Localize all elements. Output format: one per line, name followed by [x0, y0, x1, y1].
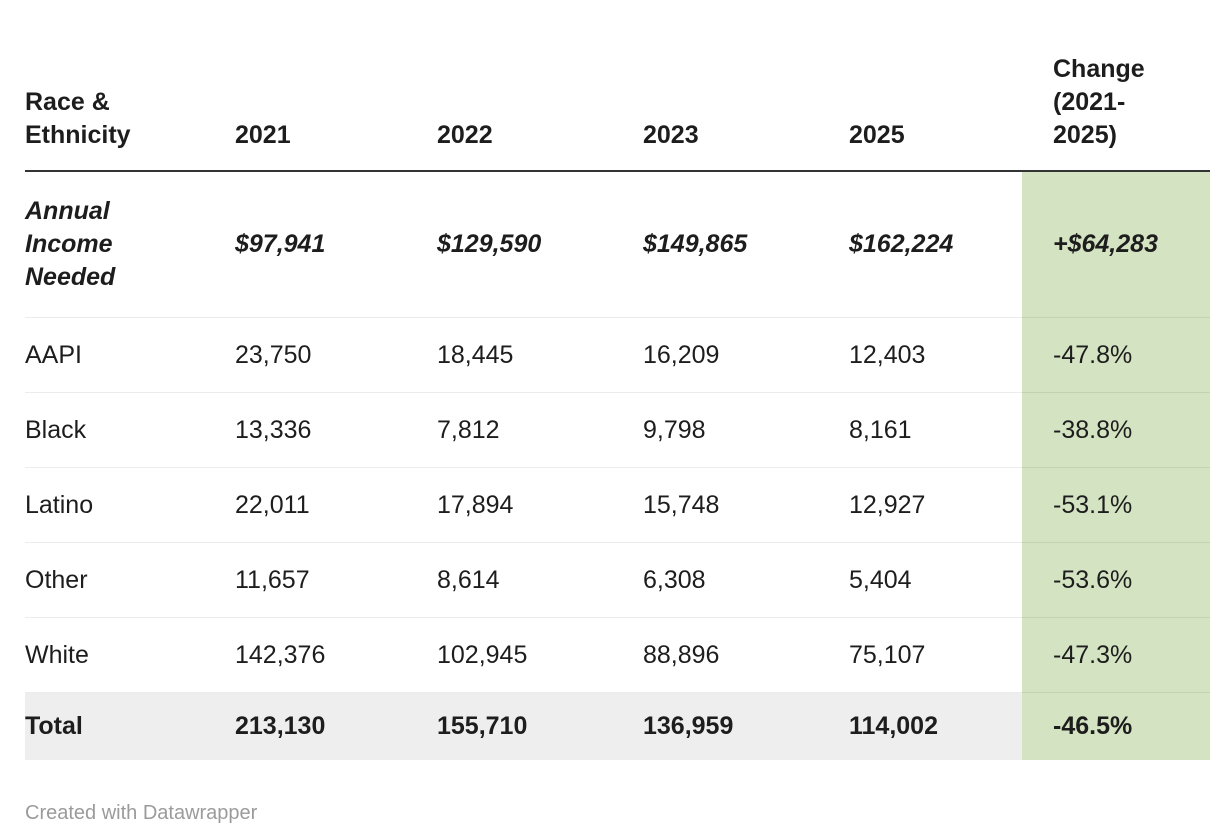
header-cell-2022: 2022 [437, 0, 643, 172]
cell-value: 18,445 [437, 317, 643, 393]
cell-value: 16,209 [643, 317, 849, 393]
cell-value: 114,002 [849, 692, 1022, 760]
cell-value: 8,161 [849, 392, 1022, 468]
row-label: Latino [25, 467, 235, 543]
cell-value: 23,750 [235, 317, 437, 393]
header-cell-2021: 2021 [235, 0, 437, 172]
cell-value: 12,927 [849, 467, 1022, 543]
cell-change-value: -47.3% [1022, 617, 1210, 693]
header-label: 2021 [235, 121, 291, 149]
cell-value: 75,107 [849, 617, 1022, 693]
cell-value: 102,945 [437, 617, 643, 693]
header-cell-2023: 2023 [643, 0, 849, 172]
cell-value: 15,748 [643, 467, 849, 543]
cell-value: 142,376 [235, 617, 437, 693]
cell-value: 6,308 [643, 542, 849, 618]
row-label: Total [25, 692, 235, 760]
table-row-latino: Latino 22,011 17,894 15,748 12,927 -53.1… [25, 467, 1210, 543]
cell-value: 12,403 [849, 317, 1022, 393]
cell-change-value: -46.5% [1022, 692, 1210, 760]
cell-value: 13,336 [235, 392, 437, 468]
table-row-total: Total 213,130 155,710 136,959 114,002 -4… [25, 692, 1210, 760]
header-cell-2025: 2025 [849, 0, 1022, 172]
table-row-other: Other 11,657 8,614 6,308 5,404 -53.6% [25, 542, 1210, 618]
header-cell-race-ethnicity: Race & Ethnicity [25, 0, 235, 172]
cell-value: $162,224 [849, 230, 954, 258]
cell-value: 22,011 [235, 467, 437, 543]
cell-change-value: -47.8% [1022, 317, 1210, 393]
table-row-white: White 142,376 102,945 88,896 75,107 -47.… [25, 617, 1210, 693]
cell-value: 8,614 [437, 542, 643, 618]
header-label: 2025 [849, 121, 905, 149]
table-body: Annual Income Needed $97,941 $129,590 $1… [25, 171, 1210, 760]
cell-change-value: -53.6% [1022, 542, 1210, 618]
header-label: Change (2021-2025) [1053, 55, 1145, 149]
cell-value: 136,959 [643, 692, 849, 760]
header-label: 2022 [437, 121, 493, 149]
cell-value: 155,710 [437, 692, 643, 760]
header-row: Race & Ethnicity 2021 2022 2023 2025 Cha… [25, 0, 1210, 172]
header-cell-change: Change (2021-2025) [1022, 0, 1210, 172]
row-label: Black [25, 392, 235, 468]
cell-value: $129,590 [437, 230, 542, 258]
row-label: AAPI [25, 317, 235, 393]
race-ethnicity-income-table: Race & Ethnicity 2021 2022 2023 2025 Cha… [25, 0, 1210, 760]
table-row-annual-income-needed: Annual Income Needed $97,941 $129,590 $1… [25, 171, 1210, 318]
cell-value: $149,865 [643, 230, 748, 258]
cell-value: $97,941 [235, 230, 326, 258]
cell-change-value: +$64,283 [1022, 171, 1210, 318]
cell-value: 11,657 [235, 542, 437, 618]
cell-change-value: -53.1% [1022, 467, 1210, 543]
datawrapper-credit: Created with Datawrapper [25, 802, 258, 824]
table-header: Race & Ethnicity 2021 2022 2023 2025 Cha… [25, 0, 1210, 172]
cell-value: 213,130 [235, 692, 437, 760]
cell-value: 7,812 [437, 392, 643, 468]
cell-value: 88,896 [643, 617, 849, 693]
table-row-black: Black 13,336 7,812 9,798 8,161 -38.8% [25, 392, 1210, 468]
cell-value: 17,894 [437, 467, 643, 543]
cell-value: 5,404 [849, 542, 1022, 618]
header-label: 2023 [643, 121, 699, 149]
cell-value: 9,798 [643, 392, 849, 468]
table-row-aapi: AAPI 23,750 18,445 16,209 12,403 -47.8% [25, 317, 1210, 393]
row-label: Annual Income Needed [25, 197, 116, 291]
cell-change-value: -38.8% [1022, 392, 1210, 468]
row-label: Other [25, 542, 235, 618]
header-label: Race & Ethnicity [25, 88, 131, 149]
row-label: White [25, 617, 235, 693]
